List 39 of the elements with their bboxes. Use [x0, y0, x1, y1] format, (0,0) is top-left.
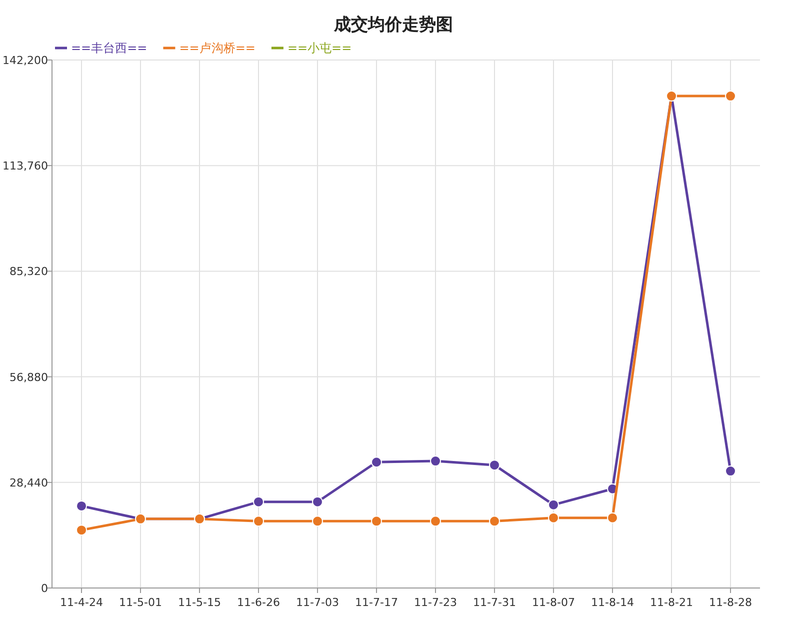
x-tick-label: 11-7-31 — [473, 596, 516, 609]
y-tick-label: 113,760 — [2, 160, 48, 173]
point — [371, 516, 382, 527]
y-tick-label: 0 — [41, 582, 48, 595]
point — [430, 456, 441, 467]
point — [253, 496, 264, 508]
x-tick-label: 11-7-17 — [355, 596, 398, 609]
x-tick-label: 11-5-15 — [178, 596, 221, 609]
x-tick-label: 11-4-24 — [60, 596, 103, 609]
point — [489, 516, 500, 527]
point — [489, 460, 500, 471]
x-tick-label: 11-8-21 — [650, 596, 693, 609]
legend-label: ==小屯== — [287, 41, 352, 55]
x-tick-label: 11-8-28 — [709, 596, 752, 609]
point — [548, 499, 559, 510]
point — [371, 456, 382, 468]
point — [312, 496, 323, 508]
legend-label: ==丰台西== — [71, 41, 148, 55]
point — [725, 466, 736, 477]
point — [725, 90, 736, 102]
x-tick-label: 11-7-03 — [296, 596, 339, 609]
y-tick-label: 28,440 — [10, 476, 48, 490]
point — [430, 516, 441, 527]
x-tick-label: 11-6-26 — [237, 596, 280, 609]
point — [76, 524, 87, 536]
x-tick-label: 11-8-14 — [591, 596, 634, 609]
point — [548, 512, 559, 524]
x-tick-label: 11-7-23 — [414, 596, 457, 609]
legend-label: ==卢沟桥== — [179, 41, 256, 55]
x-tick-label: 11-8-07 — [532, 596, 575, 609]
y-tick-label: 85,320 — [10, 265, 48, 278]
point — [76, 500, 87, 512]
chart-title: 成交均价走势图 — [333, 15, 453, 35]
point — [312, 516, 323, 527]
x-tick-label: 11-5-01 — [119, 596, 162, 609]
y-tick-label: 142,200 — [2, 54, 48, 67]
y-tick-label: 56,880 — [10, 370, 48, 384]
point — [253, 516, 264, 527]
point — [607, 512, 618, 524]
